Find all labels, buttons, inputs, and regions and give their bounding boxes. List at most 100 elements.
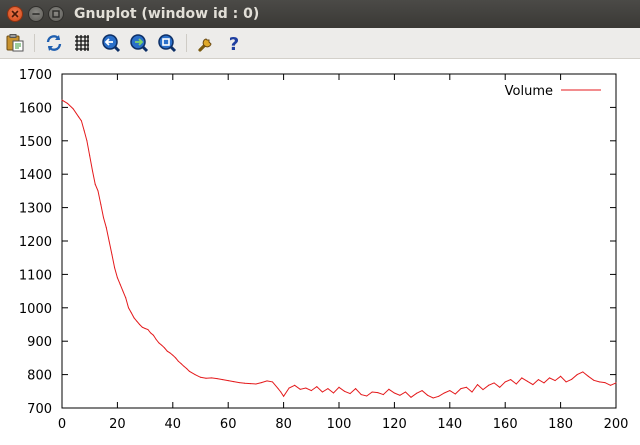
next-zoom-button[interactable] [129, 33, 149, 53]
data-point [136, 320, 138, 322]
y-tick-label: 1600 [19, 101, 52, 116]
y-tick-label: 900 [27, 335, 52, 350]
data-point [549, 377, 550, 379]
data-point [172, 354, 174, 356]
data-point [493, 382, 495, 384]
data-point [410, 396, 412, 398]
data-point [249, 383, 251, 385]
legend-label: Volume [505, 84, 553, 99]
close-window-button[interactable] [7, 6, 23, 22]
data-point [272, 381, 273, 383]
data-point [471, 391, 473, 393]
x-tick-label: 200 [604, 417, 629, 432]
data-point [119, 283, 121, 285]
data-point [460, 388, 462, 390]
data-point [133, 317, 135, 319]
data-point [144, 328, 146, 329]
data-point [305, 387, 307, 389]
minimize-window-button[interactable] [28, 6, 44, 22]
data-point [377, 392, 379, 394]
data-point [521, 377, 523, 379]
data-point [465, 386, 467, 388]
previous-zoom-button[interactable] [101, 33, 121, 53]
data-point [188, 370, 190, 372]
data-point [582, 371, 584, 373]
data-point [125, 297, 127, 299]
plot-area[interactable]: 700 800 900 1000 1100 1200 1300 1400 1500 1600 170… [0, 59, 640, 445]
data-point [177, 360, 179, 362]
data-point [333, 392, 334, 394]
data-point [141, 326, 143, 328]
copy-clipboard-button[interactable] [5, 33, 25, 53]
data-point [260, 382, 262, 384]
data-point [515, 383, 517, 385]
data-point [266, 380, 268, 382]
replot-button[interactable] [44, 33, 64, 53]
data-point [504, 381, 506, 383]
data-point [454, 393, 456, 395]
data-point [443, 392, 445, 394]
x-tick-label: 100 [327, 417, 352, 432]
data-point [371, 391, 373, 393]
data-point [610, 384, 611, 386]
data-point [543, 382, 545, 384]
maximize-window-button[interactable] [48, 6, 64, 22]
data-point [158, 342, 160, 344]
config-button[interactable] [196, 33, 216, 53]
data-point [155, 339, 157, 340]
data-point [211, 377, 213, 379]
data-point [92, 170, 93, 172]
help-button[interactable]: ? [224, 33, 244, 53]
data-point [233, 381, 235, 383]
x-tick-label: 40 [165, 417, 182, 432]
data-point [571, 378, 573, 380]
plot-border [61, 73, 617, 409]
y-tick-label: 800 [27, 369, 52, 384]
toolbar-separator [34, 34, 35, 52]
title-bar[interactable]: Gnuplot (window id : 0) [0, 0, 640, 28]
data-point [360, 394, 362, 396]
data-point [344, 390, 345, 392]
zoom-fit-icon [158, 34, 177, 53]
y-tick-label: 1000 [19, 302, 52, 317]
window-title: Gnuplot (window id : 0) [74, 6, 260, 22]
data-point [399, 394, 401, 396]
data-point [169, 352, 171, 354]
data-point [164, 347, 165, 349]
data-point [604, 382, 606, 384]
data-point [615, 382, 617, 384]
data-point [122, 290, 124, 292]
data-point [150, 332, 152, 334]
svg-text:?: ? [229, 34, 239, 53]
data-point [186, 368, 188, 370]
data-point [222, 379, 224, 381]
data-point [61, 99, 63, 101]
data-point [565, 381, 567, 383]
question-icon: ? [229, 34, 239, 53]
data-point [283, 395, 285, 397]
data-point [366, 395, 368, 397]
data-point [576, 374, 578, 376]
volume-chart: 7008009001000110012001300140015001600170… [19, 68, 629, 432]
data-point [238, 382, 240, 384]
clipboard-icon [6, 34, 24, 52]
data-point [180, 363, 182, 365]
data-point [105, 227, 107, 229]
data-point [416, 392, 418, 394]
refresh-icon [46, 35, 62, 51]
data-point [532, 384, 534, 386]
data-point [294, 384, 296, 386]
y-tick-label: 1200 [19, 235, 52, 250]
y-tick-label: 700 [27, 402, 52, 417]
autoscale-button[interactable] [157, 33, 177, 53]
data-point [205, 377, 207, 379]
x-tick-label: 20 [109, 417, 126, 432]
y-tick-label: 1700 [19, 68, 52, 83]
x-tick-label: 120 [382, 417, 407, 432]
data-point [100, 203, 102, 205]
data-point [598, 381, 600, 383]
grid-button[interactable] [72, 33, 92, 53]
x-tick-label: 60 [220, 417, 237, 432]
maximize-icon [52, 10, 60, 18]
